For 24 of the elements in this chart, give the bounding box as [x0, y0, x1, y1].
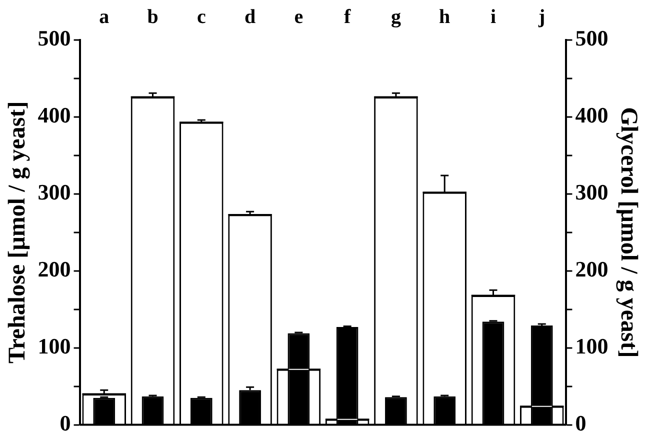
- x-tick-label: e: [294, 6, 304, 28]
- y2-tick-label: 200: [575, 256, 608, 282]
- x-tick-label: a: [99, 6, 110, 28]
- y2-tick-label: 100: [575, 334, 608, 359]
- x-tick-label: d: [244, 6, 256, 28]
- y2-axis-title: Glycerol [µmol / g yeast]: [615, 107, 642, 358]
- x-tick-label: c: [196, 6, 206, 28]
- x-tick-label: g: [390, 6, 401, 28]
- y-tick-label: 300: [38, 180, 71, 205]
- y2-tick-label: 400: [575, 102, 608, 128]
- x-tick-label: j: [538, 6, 546, 28]
- x-tick-label: h: [439, 6, 450, 28]
- y-tick-label: 100: [38, 334, 71, 359]
- y2-tick-label: 0: [575, 410, 586, 436]
- x-tick-label: b: [147, 6, 158, 28]
- y2-tick-label: 500: [575, 26, 608, 51]
- x-tick-label: f: [344, 6, 351, 28]
- y-tick-label: 500: [38, 26, 71, 51]
- x-tick-label: i: [490, 6, 496, 28]
- y2-tick-label: 300: [575, 180, 608, 205]
- y-tick-label: 0: [60, 410, 71, 436]
- y-axis-title: Trehalose [µmol / g yeast]: [4, 101, 31, 364]
- y-tick-label: 200: [38, 256, 71, 282]
- y-tick-label: 400: [38, 102, 71, 128]
